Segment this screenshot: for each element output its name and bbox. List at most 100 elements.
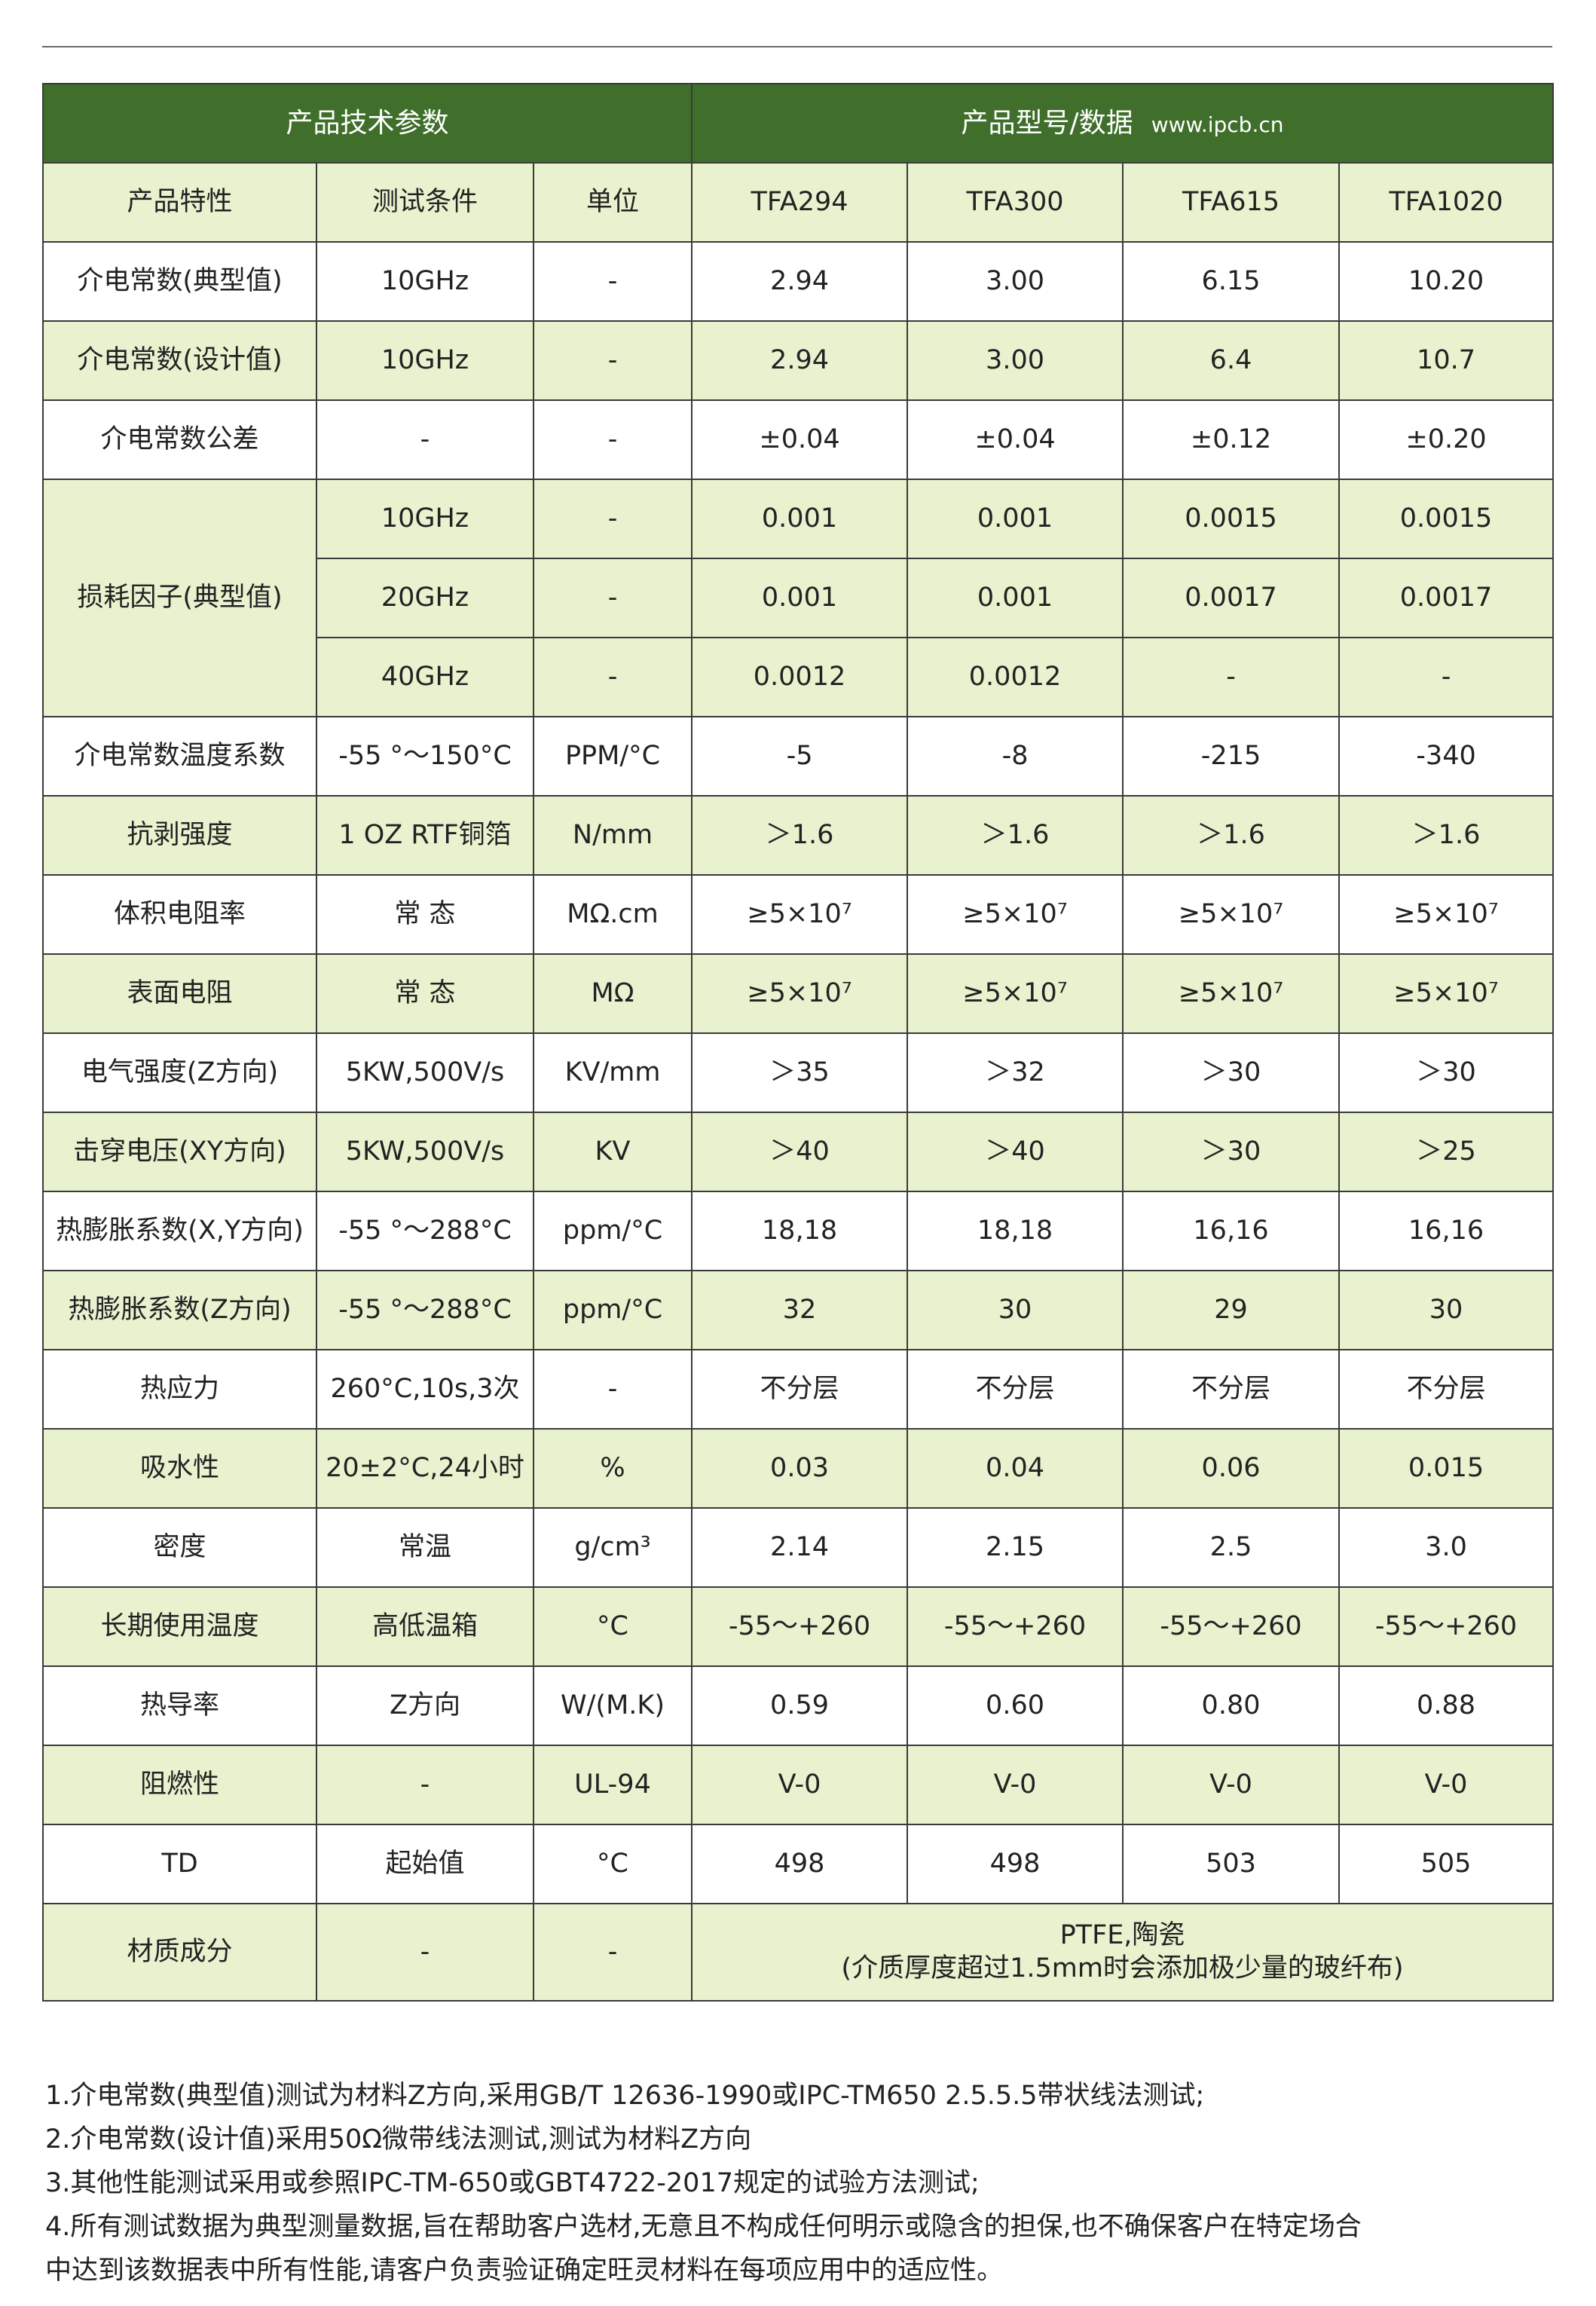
unit: -: [532, 1349, 693, 1430]
value-cell: 不分层: [691, 1349, 909, 1430]
value-cell: 505: [1338, 1824, 1555, 1904]
value-cell: 0.04: [907, 1428, 1124, 1509]
value-cell: 不分层: [1122, 1349, 1341, 1430]
value-cell: 0.001: [691, 479, 909, 559]
test-condition: 常 态: [316, 953, 534, 1034]
property-name: 热膨胀系数(X,Y方向): [42, 1191, 317, 1271]
test-condition: 起始值: [316, 1824, 534, 1904]
value-cell: 2.5: [1122, 1507, 1341, 1588]
value-cell: 3.0: [1338, 1507, 1555, 1588]
value-cell: 3.00: [907, 241, 1124, 322]
spec-table: 产品技术参数 产品型号/数据 www.ipcb.cn 产品特性 测试条件 单位 TFA2…: [41, 83, 1555, 2002]
unit: MΩ: [532, 953, 693, 1034]
value-cell: -55～+260: [691, 1586, 909, 1667]
footnote: 4.所有测试数据为典型测量数据,旨在帮助客户选材,无意且不构成任何明示或隐含的担…: [45, 2212, 1362, 2242]
test-condition: 常 态: [316, 874, 534, 955]
value-cell: 0.001: [907, 558, 1124, 638]
test-condition: -55 °～288°C: [316, 1191, 534, 1271]
column-header: 产品特性: [42, 162, 317, 243]
column-header: 测试条件: [316, 162, 534, 243]
value-cell: ＞1.6: [907, 795, 1124, 876]
test-condition: 10GHz: [316, 320, 534, 401]
column-header-row: 产品特性 测试条件 单位 TFA294 TFA300 TFA615 TFA1020: [42, 162, 1555, 243]
test-condition: 5KW,500V/s: [316, 1112, 534, 1192]
property-name: 吸水性: [42, 1428, 317, 1509]
value-cell: V-0: [907, 1745, 1124, 1825]
table-row: 热应力 260°C,10s,3次 - 不分层 不分层 不分层 不分层: [42, 1349, 1555, 1430]
table-row: 吸水性 20±2°C,24小时% 0.03 0.04 0.06 0.015: [42, 1428, 1555, 1509]
property-name: 表面电阻: [42, 953, 317, 1034]
test-condition: 高低温箱: [316, 1586, 534, 1667]
header-models-label: 产品型号/数据: [961, 108, 1133, 139]
unit: MΩ.cm: [532, 874, 693, 955]
table-row: 热导率 Z方向 W/(M.K) 0.59 0.60 0.80 0.88: [42, 1665, 1555, 1746]
value-cell: 2.15: [907, 1507, 1124, 1588]
table-row: 介电常数温度系数 -55 °～150°C PPM/°C -5 -8 -215 -340: [42, 716, 1555, 797]
value-cell: 0.03: [691, 1428, 909, 1509]
unit: UL-94: [532, 1745, 693, 1825]
property-name: TD: [42, 1824, 317, 1904]
value-cell: ≥5×10⁷: [1338, 874, 1555, 955]
test-condition: 20±2°C,24小时: [316, 1428, 534, 1509]
value-cell: 0.0017: [1338, 558, 1555, 638]
table-row: 电气强度(Z方向) 5KW,500V/s KV/mm ＞35 ＞32 ＞30 ＞30: [42, 1032, 1555, 1113]
value-cell: 0.60: [907, 1665, 1124, 1746]
property-name: 击穿电压(XY方向): [42, 1112, 317, 1192]
table-row: 抗剥强度 1 OZ RTF铜箔 N/mm ＞1.6 ＞1.6 ＞1.6 ＞1.6: [42, 795, 1555, 876]
value-cell: V-0: [1122, 1745, 1341, 1825]
value-cell: ＞1.6: [691, 795, 909, 876]
property-name: 长期使用温度: [42, 1586, 317, 1667]
unit: PPM/°C: [532, 716, 693, 797]
value-cell: ±0.12: [1122, 399, 1341, 480]
property-name: 抗剥强度: [42, 795, 317, 876]
value-cell: ≥5×10⁷: [1338, 953, 1555, 1034]
value-cell: 30: [907, 1270, 1124, 1350]
material-line2: (介质厚度超过1.5mm时会添加极少量的玻纤布): [841, 1953, 1404, 1983]
unit: °C: [532, 1586, 693, 1667]
value-cell: -: [1338, 637, 1555, 717]
table-row: 介电常数公差 - - ±0.04 ±0.04 ±0.12 ±0.20: [42, 399, 1555, 480]
value-cell: 0.015: [1338, 1428, 1555, 1509]
property-name: 热导率: [42, 1665, 317, 1746]
unit: °C: [532, 1824, 693, 1904]
property-name: 体积电阻率: [42, 874, 317, 955]
unit: ppm/°C: [532, 1270, 693, 1350]
value-cell: -: [1122, 637, 1341, 717]
table-row: 体积电阻率常 态 MΩ.cm ≥5×10⁷ ≥5×10⁷ ≥5×10⁷ ≥5×10⁷: [42, 874, 1555, 955]
test-condition: 40GHz: [316, 637, 534, 717]
value-cell: 503: [1122, 1824, 1341, 1904]
value-cell: ＞35: [691, 1032, 909, 1113]
top-divider: [42, 46, 1552, 47]
header-params: 产品技术参数: [41, 83, 693, 164]
property-name: 介电常数(典型值): [42, 241, 317, 322]
material-value: PTFE,陶瓷 (介质厚度超过1.5mm时会添加极少量的玻纤布): [691, 1903, 1555, 2002]
table-row-material: 材质成分 - - PTFE,陶瓷 (介质厚度超过1.5mm时会添加极少量的玻纤布): [42, 1903, 1555, 2002]
value-cell: ≥5×10⁷: [691, 953, 909, 1034]
test-condition: 常温: [316, 1507, 534, 1588]
table-row: TD 起始值 °C 498 498 503 505: [42, 1824, 1555, 1904]
property-name: 电气强度(Z方向): [42, 1032, 317, 1113]
property-name: 热应力: [42, 1349, 317, 1430]
value-cell: ＞30: [1122, 1112, 1341, 1192]
value-cell: ＞1.6: [1338, 795, 1555, 876]
test-condition: 20GHz: [316, 558, 534, 638]
value-cell: ＞32: [907, 1032, 1124, 1113]
table-row: 阻燃性 - UL-94 V-0 V-0 V-0 V-0: [42, 1745, 1555, 1825]
value-cell: 0.0012: [691, 637, 909, 717]
value-cell: ＞40: [907, 1112, 1124, 1192]
column-header: TFA294: [691, 162, 909, 243]
value-cell: 6.15: [1122, 241, 1341, 322]
value-cell: 498: [907, 1824, 1124, 1904]
unit: -: [532, 320, 693, 401]
property-name: 介电常数(设计值): [42, 320, 317, 401]
value-cell: -55～+260: [1122, 1586, 1341, 1667]
table-row: 20GHz -0.001 0.001 0.0017 0.0017: [43, 558, 1555, 638]
value-cell: 0.0012: [907, 637, 1124, 717]
unit: -: [532, 399, 693, 480]
footnote: 1.介电常数(典型值)测试为材料Z方向,采用GB/T 12636-1990或IP…: [45, 2081, 1205, 2111]
value-cell: -55～+260: [1338, 1586, 1555, 1667]
footnote: 中达到该数据表中所有性能,请客户负责验证确定旺灵材料在每项应用中的适应性。: [45, 2256, 1004, 2286]
test-condition: 260°C,10s,3次: [316, 1349, 534, 1430]
value-cell: 29: [1122, 1270, 1341, 1350]
footnote: 2.介电常数(设计值)采用50Ω微带线法测试,测试为材料Z方向: [45, 2124, 752, 2155]
